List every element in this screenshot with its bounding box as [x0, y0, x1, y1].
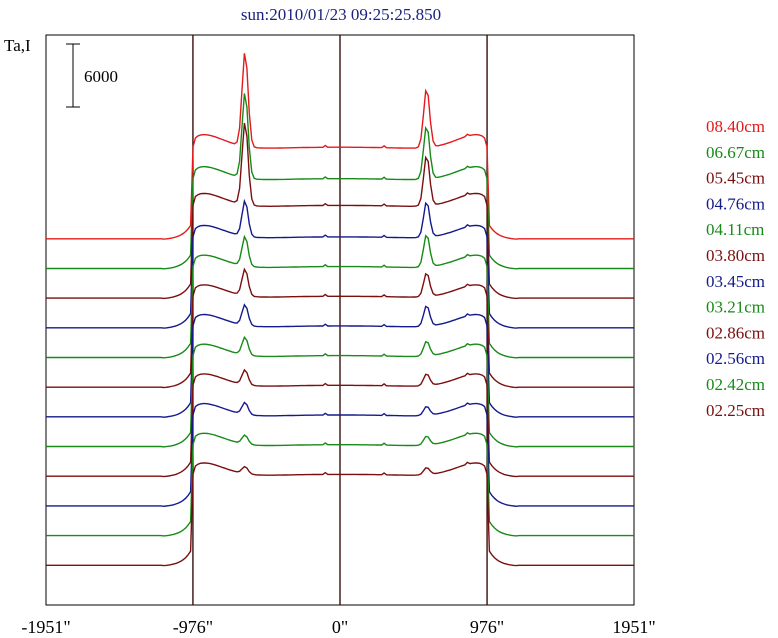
legend-entry: 06.67cm	[706, 143, 765, 162]
legend-entry: 08.40cm	[706, 117, 765, 136]
legend-entry: 02.25cm	[706, 401, 765, 420]
legend-entry: 05.45cm	[706, 169, 765, 188]
limb-and-center-markers	[192, 35, 488, 605]
legend-entry: 04.76cm	[706, 194, 765, 213]
series-line-06.67cm	[46, 93, 634, 270]
series-line-02.25cm	[46, 461, 634, 567]
series-line-03.45cm	[46, 303, 634, 418]
scale-bar-label: 6000	[84, 67, 118, 86]
spectral-traces	[46, 53, 634, 567]
x-tick-labels: -1951" -976" 0" 976" 1951"	[21, 617, 655, 637]
series-line-02.56cm	[46, 401, 634, 508]
x-tick-label: 0"	[332, 617, 348, 637]
x-tick-label: 1951"	[612, 617, 655, 637]
series-line-02.42cm	[46, 431, 634, 537]
legend: 08.40cm 06.67cm 05.45cm 04.76cm 04.11cm 03.80…	[706, 117, 765, 420]
x-tick-label: 976"	[470, 617, 504, 637]
legend-entry: 02.42cm	[706, 375, 765, 394]
series-line-03.80cm	[46, 267, 634, 389]
series-line-03.21cm	[46, 335, 634, 448]
series-line-05.45cm	[46, 122, 634, 300]
series-line-04.11cm	[46, 234, 634, 359]
series-line-02.86cm	[46, 368, 634, 478]
legend-entry: 02.56cm	[706, 349, 765, 368]
legend-entry: 03.80cm	[706, 246, 765, 265]
legend-entry: 03.45cm	[706, 272, 765, 291]
x-tick-label: -1951"	[21, 617, 70, 637]
series-line-08.40cm	[46, 53, 634, 240]
x-tick-label: -976"	[173, 617, 213, 637]
legend-entry: 03.21cm	[706, 298, 765, 317]
scale-bar: 6000	[66, 43, 118, 108]
y-axis-label: Ta,I	[4, 36, 31, 55]
legend-entry: 04.11cm	[706, 220, 764, 239]
series-line-04.76cm	[46, 198, 634, 329]
legend-entry: 02.86cm	[706, 323, 765, 342]
chart-title: sun:2010/01/23 09:25:25.850	[241, 5, 441, 24]
